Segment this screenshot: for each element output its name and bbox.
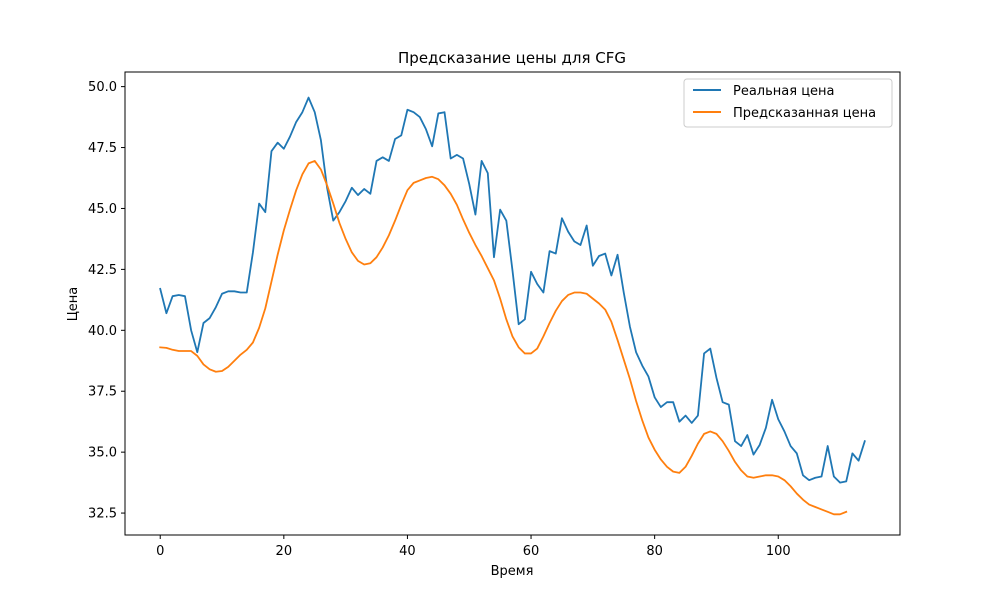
series-layer bbox=[159, 96, 866, 516]
x-tick-label: 100 bbox=[766, 544, 791, 559]
x-axis: 0 20 40 60 80 100 bbox=[156, 535, 791, 559]
plot-area-frame bbox=[124, 71, 901, 536]
series-line-predicted-price bbox=[159, 160, 848, 516]
legend: Реальная цена Предсказанная цена bbox=[683, 78, 893, 128]
y-tick-label: 35.0 bbox=[88, 446, 117, 461]
x-tick-label: 0 bbox=[156, 544, 164, 559]
legend-box bbox=[683, 78, 893, 128]
x-tick-label: 80 bbox=[646, 544, 663, 559]
chart-title: Предсказание цены для CFG bbox=[398, 49, 626, 67]
y-tick-label: 37.5 bbox=[88, 385, 117, 400]
y-axis-title: Цена bbox=[66, 287, 81, 322]
y-tick-label: 45.0 bbox=[88, 202, 117, 217]
x-axis-title: Время bbox=[491, 564, 534, 579]
legend-label-predicted-price: Предсказанная цена bbox=[733, 106, 876, 121]
x-tick-label: 60 bbox=[523, 544, 540, 559]
x-tick-label: 20 bbox=[276, 544, 293, 559]
legend-label-real-price: Реальная цена bbox=[733, 84, 835, 99]
y-tick-label: 42.5 bbox=[88, 263, 117, 278]
series-line-real-price bbox=[159, 96, 866, 484]
y-tick-label: 40.0 bbox=[88, 324, 117, 339]
y-tick-label: 50.0 bbox=[88, 80, 117, 95]
x-tick-label: 40 bbox=[399, 544, 416, 559]
y-axis: 32.5 35.0 37.5 40.0 42.5 45.0 47.5 50.0 bbox=[88, 80, 125, 522]
y-tick-label: 32.5 bbox=[88, 507, 117, 522]
y-tick-label: 47.5 bbox=[88, 141, 117, 156]
